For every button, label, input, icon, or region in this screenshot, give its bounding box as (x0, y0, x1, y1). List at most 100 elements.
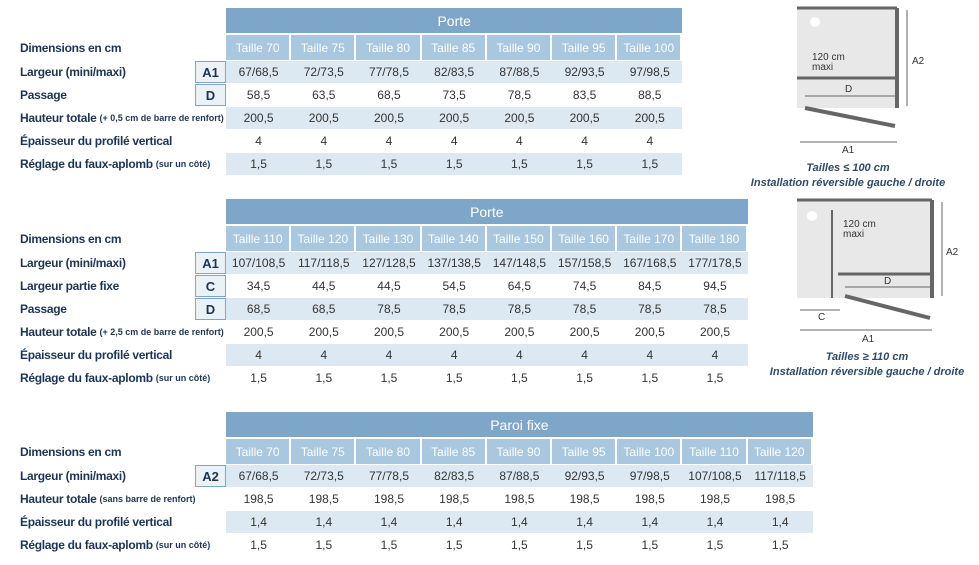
cell-value: 1,5 (511, 157, 528, 171)
cell-value: 1,5 (641, 157, 659, 171)
row-band (226, 488, 813, 510)
cell-value: 78,5 (638, 302, 662, 316)
cell-value: 1,4 (511, 515, 528, 529)
row-label: Réglage du faux-aplomb (sur un côté) (20, 534, 210, 556)
cell-value: 4 (450, 348, 458, 362)
cell-value: 198,5 (699, 492, 730, 506)
row-code: A2 (195, 465, 226, 487)
row-note: (sur un côté) (155, 159, 211, 169)
cell-value: 200,5 (504, 325, 535, 339)
row-label-text: Largeur (mini/maxi) (20, 65, 126, 79)
cell-value: 200,5 (308, 111, 339, 125)
cell-value: 198,5 (765, 492, 796, 506)
row-band (226, 534, 813, 556)
cell-value: 1,4 (771, 515, 789, 529)
cell-value: 1,5 (641, 371, 659, 385)
cell-value: 200,5 (243, 111, 274, 125)
cell-value: 4 (385, 134, 393, 148)
caption-install: Installation réversible gauche / droite (770, 366, 964, 378)
cell-value: 200,5 (634, 325, 665, 339)
caption-install: Installation réversible gauche / droite (751, 177, 945, 189)
row-band (226, 153, 683, 175)
cell-value: 78,5 (507, 302, 532, 316)
cell-value: 200,5 (634, 111, 665, 125)
cell-value: 72/73,5 (303, 65, 344, 79)
row-note: (+ 0,5 cm de barre de renfort) (99, 113, 224, 123)
row-label-text: Largeur (mini/maxi) (20, 256, 126, 270)
row-code: A1 (195, 61, 226, 83)
cell-value: 67/68,5 (238, 65, 279, 79)
cell-value: 1,5 (380, 538, 398, 552)
row-label: Hauteur totale (sans barre de renfort) (20, 488, 196, 510)
row-label-text: Épaisseur du profilé vertical (20, 515, 173, 529)
label-d: D (884, 276, 891, 287)
cell-value: 107/108,5 (231, 256, 286, 270)
row-label-text: Passage (20, 88, 67, 102)
cell-value: 167/168,5 (623, 256, 677, 270)
cell-value: 200,5 (699, 325, 730, 339)
cell-value: 4 (255, 348, 262, 362)
cell-value: 1,5 (380, 157, 398, 171)
row-label-text: Réglage du faux-aplomb (20, 157, 153, 171)
label-a2: A2 (912, 56, 925, 67)
column-header: Taille 110 (682, 439, 748, 464)
row-band (226, 344, 748, 366)
table-title: Porte (226, 8, 683, 33)
cell-value: 198,5 (373, 492, 404, 506)
cell-value: 1,4 (576, 515, 593, 529)
column-header: Taille 110 (226, 226, 292, 251)
row-note: (sur un côté) (155, 540, 211, 550)
cell-value: 87/88,5 (499, 65, 540, 79)
cell-value: 82/83,5 (434, 65, 475, 79)
row-label-text: Passage (20, 302, 67, 316)
cell-value: 77/78,5 (368, 65, 409, 79)
cell-value: 198,5 (504, 492, 535, 506)
cell-value: 1,5 (445, 538, 463, 552)
cell-value: 83,5 (572, 88, 597, 102)
row-label: Hauteur totale (+ 2,5 cm de barre de renf… (20, 321, 224, 343)
cell-value: 92/93,5 (564, 469, 605, 483)
cell-value: 198,5 (569, 492, 600, 506)
row-band (226, 107, 683, 129)
row-band (226, 275, 748, 297)
cell-value: 1,5 (445, 157, 463, 171)
cell-value: 1,4 (315, 515, 333, 529)
cell-value: 73,5 (442, 88, 466, 102)
row-band (226, 130, 683, 152)
cell-value: 200,5 (373, 111, 404, 125)
row-label: Passage (20, 84, 195, 106)
table-title: Paroi fixe (226, 412, 813, 437)
row-label: Épaisseur du profilé vertical (20, 130, 195, 152)
row-band (226, 465, 813, 487)
cell-value: 1,5 (315, 538, 333, 552)
cell-value: 1,5 (576, 157, 593, 171)
diagram-large (797, 198, 943, 331)
row-label-text: Épaisseur du profilé vertical (20, 134, 173, 148)
cell-value: 68,5 (246, 302, 271, 316)
cell-value: 200,5 (439, 111, 470, 125)
dimensions-label: Dimensions en cm (20, 444, 122, 459)
row-label-text: Largeur partie fixe (20, 279, 120, 293)
cell-value: 78,5 (377, 302, 401, 316)
dimensions-label: Dimensions en cm (20, 231, 122, 246)
cell-value: 1,5 (315, 371, 333, 385)
label-a1: A1 (862, 334, 875, 345)
row-label: Largeur (mini/maxi) (20, 252, 195, 274)
column-header: Taille 120 (291, 226, 357, 251)
cell-value: 200,5 (243, 325, 274, 339)
cell-value: 4 (516, 134, 523, 148)
row-label: Largeur partie fixe (20, 275, 195, 297)
column-header: Taille 80 (356, 35, 422, 60)
row-band (226, 61, 683, 83)
row-label-text: Hauteur totale (20, 492, 97, 506)
cell-value: 4 (385, 348, 393, 362)
column-header: Taille 140 (421, 226, 487, 251)
cell-value: 78,5 (507, 88, 532, 102)
row-band (226, 511, 813, 533)
row-label-text: Hauteur totale (20, 111, 97, 125)
cell-value: 63,5 (312, 88, 336, 102)
cell-value: 78,5 (703, 302, 727, 316)
cell-value: 4 (320, 348, 328, 362)
cell-value: 84,5 (638, 279, 662, 293)
